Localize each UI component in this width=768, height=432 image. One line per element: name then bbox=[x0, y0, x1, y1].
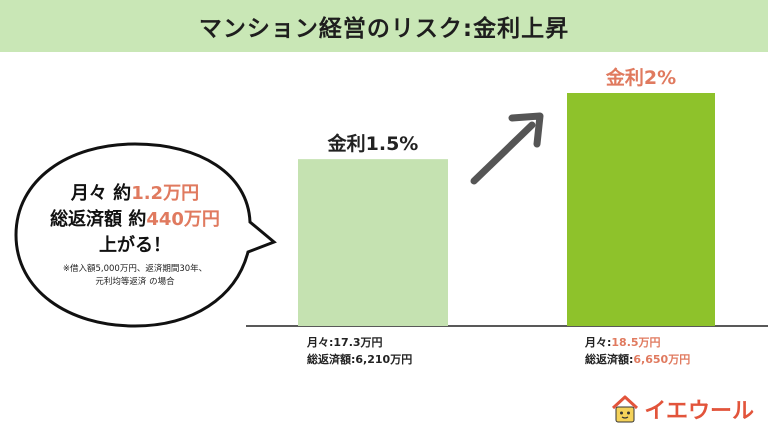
bubble-note-2: 元利均等返済 の場合 bbox=[95, 277, 175, 287]
caption-monthly-value: 18.5万円 bbox=[611, 336, 661, 349]
page-title: マンション経営のリスク:金利上昇 bbox=[198, 16, 570, 42]
speech-bubble-shape bbox=[14, 142, 277, 328]
caption-monthly: 月々:17.3万円 bbox=[307, 336, 383, 349]
monthly-increase: 1.2万円 bbox=[131, 183, 200, 204]
logo-text: イエウール bbox=[644, 399, 754, 424]
bar-label-1: 金利1.5% bbox=[327, 132, 419, 155]
bubble-line-total: 総返済額 約440万円 bbox=[50, 207, 220, 233]
monthly-prefix: 月々 約 bbox=[70, 183, 132, 204]
caption-monthly: 月々:18.5万円 bbox=[585, 336, 661, 349]
caption-total: 総返済額:6,650万円 bbox=[585, 353, 691, 366]
bubble-line-rise: 上がる！ bbox=[99, 235, 171, 256]
bar-caption-1: 月々:17.3万円 総返済額:6,210万円 bbox=[307, 334, 412, 368]
caption-monthly-value: 17.3万円 bbox=[333, 336, 383, 349]
total-prefix: 総返済額 約 bbox=[50, 209, 147, 230]
logo: イエウール bbox=[610, 394, 754, 424]
bar-1 bbox=[298, 159, 448, 326]
bubble-line-monthly: 月々 約1.2万円 bbox=[71, 181, 199, 207]
up-arrow-icon bbox=[470, 112, 544, 185]
bar-label-2: 金利2% bbox=[605, 66, 676, 89]
caption-total-value: 6,650万円 bbox=[633, 353, 691, 366]
bar-2 bbox=[567, 93, 715, 326]
total-increase: 440万円 bbox=[146, 209, 220, 230]
title-bar: マンション経営のリスク:金利上昇 bbox=[0, 0, 768, 52]
bubble-note-1: ※借入額5,000万円、返済期間30年、 bbox=[62, 264, 208, 274]
caption-total-value: 6,210万円 bbox=[355, 353, 413, 366]
bar-caption-2: 月々:18.5万円 総返済額:6,650万円 bbox=[585, 334, 690, 368]
caption-total: 総返済額:6,210万円 bbox=[307, 353, 413, 366]
speech-bubble: 月々 約1.2万円 総返済額 約440万円 上がる！ ※借入額5,000万円、返… bbox=[10, 140, 278, 330]
house-icon bbox=[612, 395, 639, 423]
